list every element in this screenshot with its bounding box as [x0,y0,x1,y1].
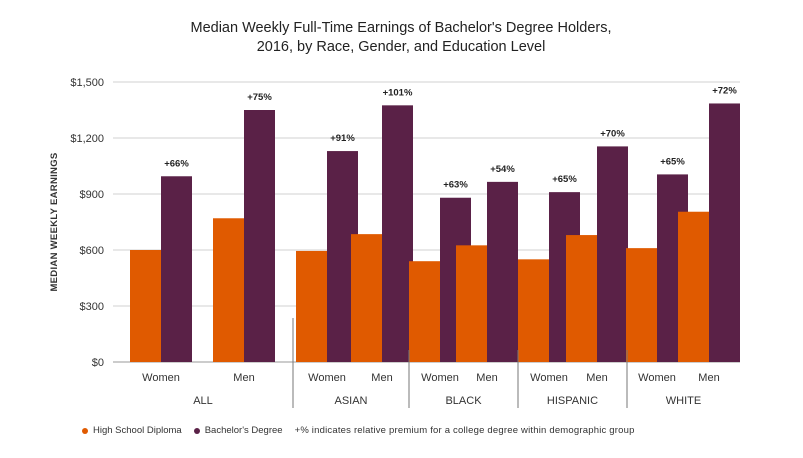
legend-swatch-bachelors [193,427,200,434]
bar-high-school [626,248,657,362]
category-label: Women [638,372,676,384]
legend-note: +% indicates relative premium for a coll… [294,425,635,436]
category-label: Men [476,372,497,384]
bar-bachelors [382,105,413,362]
legend: High School Diploma Bachelor's Degree +%… [82,425,635,436]
premium-label: +91% [330,133,355,144]
premium-label: +54% [490,164,515,175]
legend-item-high-school: High School Diploma [82,425,182,436]
y-tick-label: $900 [80,189,104,201]
legend-label-high-school: High School Diploma [93,425,182,436]
y-tick-label: $0 [92,357,104,369]
bar-bachelors [487,181,518,362]
group-label: ASIAN [334,395,367,407]
y-axis-label: MEDIAN WEEKLY EARNINGS [49,152,60,291]
bar-bachelors [244,110,275,362]
premium-label: +65% [552,174,577,185]
bar-high-school [566,235,597,362]
chart-subtitle: 2016, by Race, Gender, and Education Lev… [257,39,546,55]
premium-label: +75% [247,92,272,103]
bar-high-school [456,245,487,362]
premium-label: +63% [443,180,468,191]
legend-swatch-high-school [82,427,88,434]
y-tick-label: $600 [80,245,104,257]
bar-high-school [351,234,382,362]
bar-high-school [678,211,709,362]
category-label: Women [530,372,568,384]
premium-label: +65% [660,156,685,167]
premium-label: +72% [712,85,737,96]
bar-chart: Median Weekly Full-Time Earnings of Bach… [49,20,740,408]
category-label: Men [233,372,254,384]
bar-high-school [130,250,161,362]
chart-title: Median Weekly Full-Time Earnings of Bach… [190,20,611,36]
group-label: ALL [193,395,213,407]
category-label: Men [698,372,719,384]
premium-label: +70% [600,128,625,139]
bar-bachelors [161,176,192,362]
category-label: Women [421,372,459,384]
category-label: Women [142,372,180,384]
bar-high-school [213,218,244,362]
category-label: Women [308,372,346,384]
bar-high-school [518,259,549,362]
group-label: WHITE [666,395,701,407]
bar-bachelors [709,103,740,362]
category-label: Men [586,372,607,384]
y-tick-label: $1,500 [70,77,104,89]
category-label: Men [371,372,392,384]
premium-label: +66% [164,158,189,169]
bar-bachelors [597,146,628,362]
legend-label-bachelors: Bachelor's Degree [204,425,283,436]
plot-area: $0 $300 $600 $900 $1,200 $1,500 +66% Women +75% M… [70,77,740,408]
group-label: HISPANIC [547,395,598,407]
y-tick-label: $300 [80,301,104,313]
bar-high-school [409,261,440,362]
bar-high-school [296,250,327,362]
legend-item-bachelors: Bachelor's Degree [193,425,283,436]
premium-label: +101% [383,87,413,98]
y-tick-label: $1,200 [70,133,104,145]
group-label: BLACK [445,395,482,407]
